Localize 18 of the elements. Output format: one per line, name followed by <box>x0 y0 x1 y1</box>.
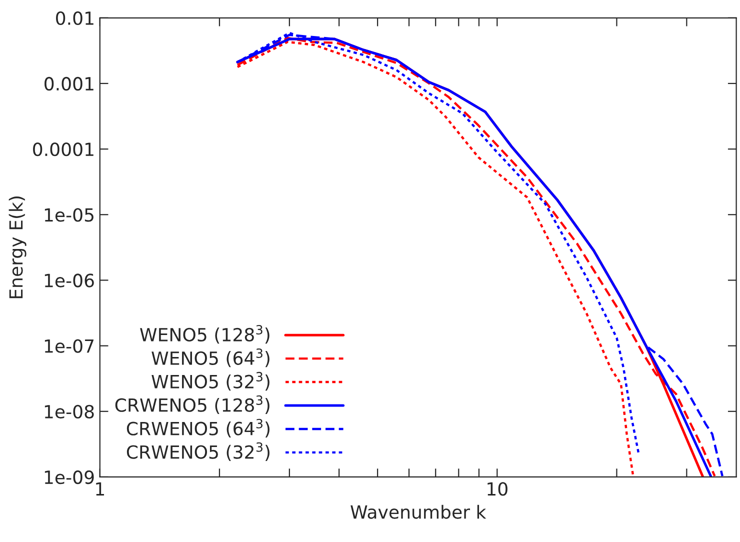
y-tick-label: 1e-05 <box>44 208 94 222</box>
x-tick-label: 10 <box>488 482 508 496</box>
legend-label: WENO5 (32$^{3}$) <box>152 372 270 391</box>
legend-label: CRWENO5 (64$^{3}$) <box>126 418 270 438</box>
y-tick-label: 0.001 <box>44 76 94 91</box>
legend-label: WENO5 (128$^{3}$) <box>140 324 270 344</box>
y-tick-label: 0.01 <box>56 11 94 25</box>
legend-label: CRWENO5 (32$^{3}$) <box>126 442 270 462</box>
x-tick-label: 1 <box>96 482 104 496</box>
legend-label: WENO5 (64$^{3}$) <box>152 348 270 368</box>
legend-label: CRWENO5 (128$^{3}$) <box>115 395 270 414</box>
y-tick-label: 1e-08 <box>44 404 94 418</box>
y-tick-label: 1e-06 <box>44 274 94 288</box>
x-axis-title: Wavenumber k <box>350 504 486 519</box>
y-tick-label: 1e-07 <box>44 339 94 353</box>
y-tick-label: 0.0001 <box>33 142 94 156</box>
y-axis-title: Energy E(k) <box>8 196 26 298</box>
y-tick-label: 1e-09 <box>44 470 94 484</box>
